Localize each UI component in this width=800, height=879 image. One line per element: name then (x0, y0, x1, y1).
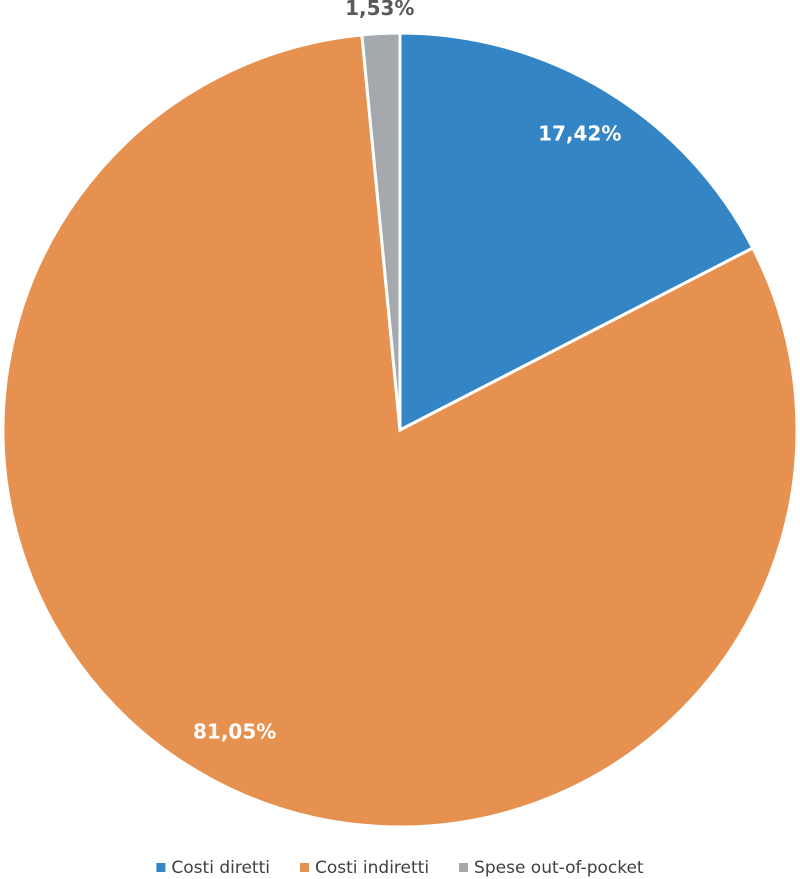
legend-swatch (299, 863, 309, 872)
data-label: 1,53% (345, 0, 414, 20)
legend-swatch (459, 863, 469, 872)
legend-swatch (156, 863, 166, 872)
pie-slice (1, 33, 799, 829)
legend-label: Costi diretti (171, 858, 270, 878)
legend-label: Costi indiretti (315, 858, 429, 878)
legend: Costi diretti Costi indiretti Spese out-of… (156, 858, 644, 878)
data-label: 17,42% (538, 122, 621, 146)
pie-slice (398, 31, 755, 433)
legend-label: Spese out-of-pocket (474, 858, 644, 878)
pie-slice (360, 31, 402, 431)
data-label: 81,05% (193, 720, 276, 744)
